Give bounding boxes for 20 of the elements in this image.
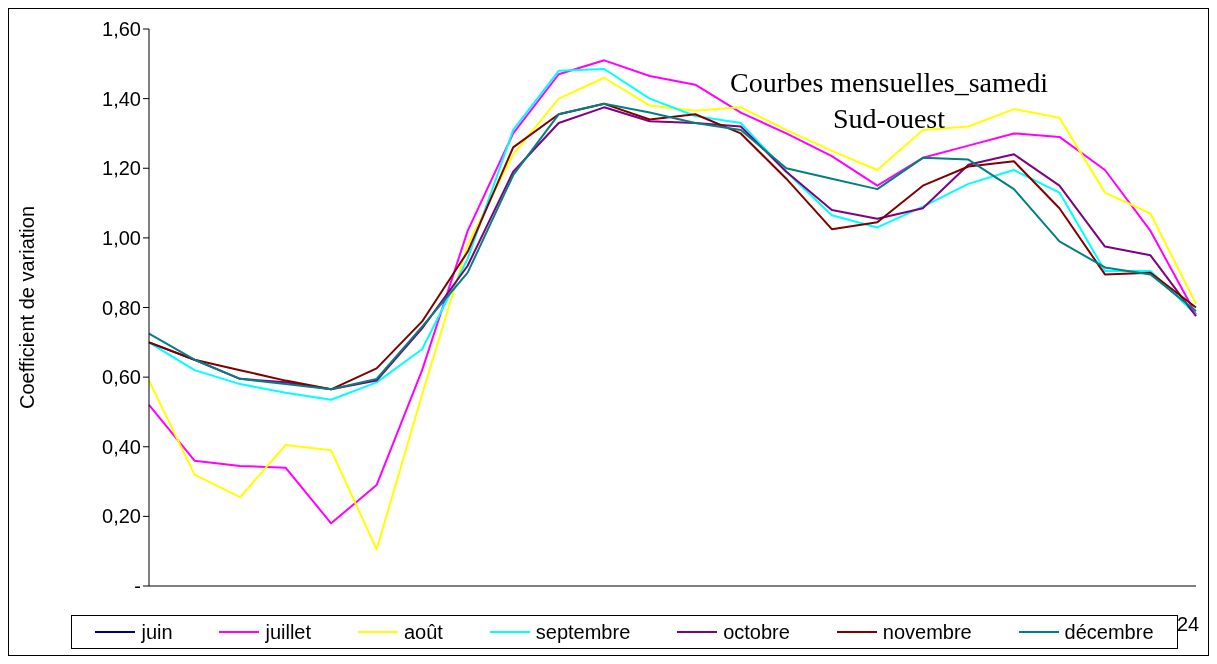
y-tick-label: 0,40 [102, 435, 141, 458]
text: 24 [1177, 613, 1200, 636]
y-axis-title: Coefficient de variation [16, 205, 39, 410]
y-tick-label: 1,40 [102, 87, 141, 110]
text: Sud-ouest [832, 102, 946, 136]
y-tick-label: 0,60 [102, 366, 141, 389]
legend-label: juin [141, 620, 173, 644]
text: Courbes mensuelles_samedi [728, 66, 1050, 100]
legend-label: novembre [882, 620, 972, 644]
y-tick-label: 1,60 [102, 18, 141, 41]
legend-label: septembre [535, 620, 631, 644]
legend-label: octobre [723, 620, 790, 644]
y-tick-label: 0,80 [102, 296, 141, 319]
y-tick-label: 1,00 [102, 226, 141, 249]
y-tick-label: 1,20 [102, 157, 141, 180]
y-tick-label: 0,20 [102, 505, 141, 528]
legend-label: juillet [265, 620, 312, 644]
legend-label: décembre [1064, 620, 1154, 644]
y-tick-label: - [134, 575, 141, 598]
legend-label: août [403, 620, 443, 644]
